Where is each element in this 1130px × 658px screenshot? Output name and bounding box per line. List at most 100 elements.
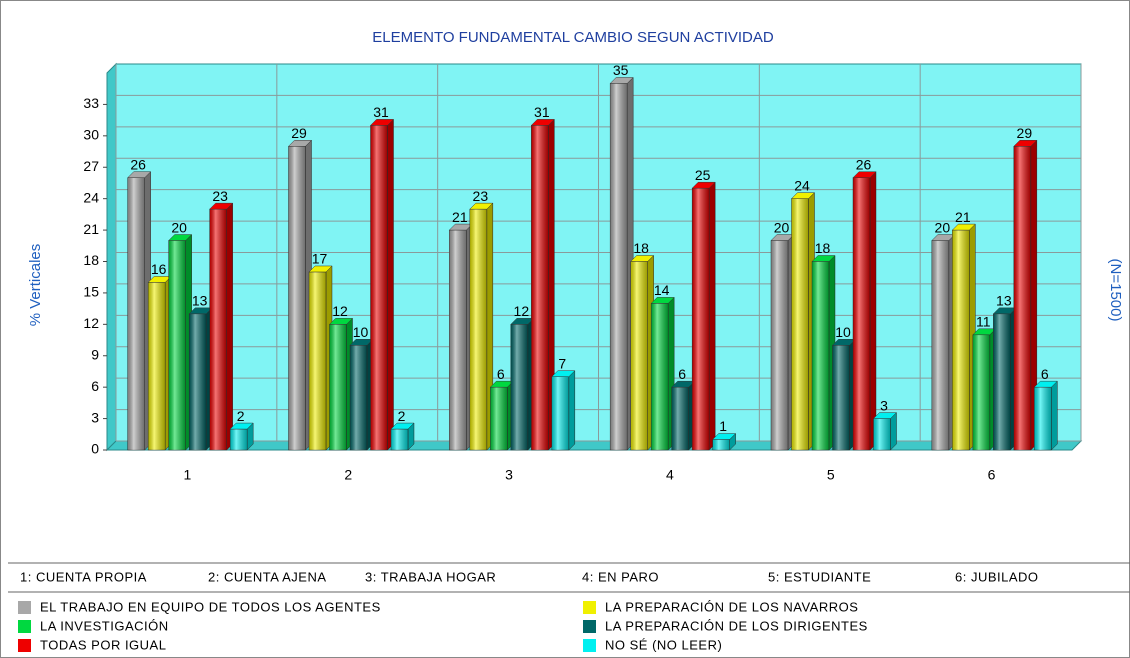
bar-shade [189,313,207,450]
legend-label: LA INVESTIGACIÓN [40,618,169,633]
data-label: 35 [613,62,629,78]
legend-label: NO SÉ (NO LEER) [605,637,722,652]
bar-top [811,255,836,262]
bar-top [650,297,675,304]
bar-top [308,265,333,273]
bar-side-shade [1030,140,1037,451]
bar-side-shade [247,423,254,450]
data-label: 26 [856,156,872,172]
bar-side-shade [226,203,233,450]
bar-top [872,412,898,419]
data-label: 31 [373,104,389,120]
x-tick-label: 4 [666,467,674,483]
data-label: 1 [719,418,727,434]
bar-side-shade [387,119,394,450]
bar-shade [630,261,648,450]
bar-top [852,171,877,178]
category-note: 2: CUENTA AJENA [208,569,327,584]
legend-label: LA PREPARACIÓN DE LOS DIRIGENTES [605,618,868,633]
category-note: 6: JUBILADO [955,569,1039,584]
legend-swatch [583,601,596,614]
legend-swatch [583,639,596,652]
data-label: 13 [996,293,1012,309]
data-label: 23 [473,188,489,204]
bar-shade [209,209,227,450]
category-note: 5: ESTUDIANTE [768,569,871,584]
y-tick-label: 12 [83,315,99,331]
data-label: 11 [976,314,991,330]
data-label: 2 [398,408,406,424]
bar-shade [972,334,990,450]
bar-top [1013,140,1038,147]
bar-side-shade [1051,381,1058,450]
bar-top [127,171,152,178]
legend-label: EL TRABAJO EN EQUIPO DE TODOS LOS AGENTE… [40,599,381,614]
side-wall [106,62,117,452]
data-label: 10 [835,324,851,340]
bar-top [369,119,395,126]
category-note: 3: TRABAJA HOGAR [365,569,496,584]
data-label: 13 [192,293,208,309]
bar-side-shade [408,423,414,450]
bar-shade [449,230,467,450]
legend-swatch [583,620,596,633]
bar-side-shade [709,182,716,450]
bar-shade [651,303,669,450]
y-tick-label: 6 [91,378,99,394]
bar-shade [510,324,528,450]
category-note: 1: CUENTA PROPIA [20,569,147,584]
bar-shade [931,240,949,450]
data-label: 29 [291,125,307,141]
y-tick-label: 33 [83,95,99,111]
y-tick-label: 0 [91,441,99,457]
bar-shade [127,177,145,450]
legend-label: LA PREPARACIÓN DE LOS NAVARROS [605,599,858,614]
legend-swatch [18,620,31,633]
data-label: 18 [815,240,831,256]
bar-top [691,181,716,189]
data-label: 6 [1041,366,1049,382]
bar-shade [853,177,870,450]
bar-side-shade [890,412,897,450]
legend-swatch [18,601,31,614]
data-label: 7 [558,355,566,371]
data-label: 20 [171,219,187,235]
bar-top [609,77,634,84]
bar-shade [288,146,306,451]
data-label: 2 [237,408,245,424]
data-label: 3 [880,397,888,413]
bar-shade [692,188,710,450]
bar-shade [791,198,809,450]
y2-axis-title: (N=1500) [1107,259,1124,322]
bar-shade [329,324,347,450]
bar-top [551,370,576,377]
bar-side-shade [568,370,575,450]
bar-shade [148,282,166,450]
bar-top [951,223,976,231]
bar-shade [1034,387,1052,450]
data-label: 24 [794,177,810,193]
x-tick-label: 2 [344,467,352,483]
legend-swatch [18,639,31,652]
bar-shade [1013,146,1031,451]
data-label: 29 [1017,125,1033,141]
data-label: 18 [633,240,649,256]
bar-shade [350,345,367,450]
y-axis-title: % Verticales [27,244,44,327]
data-label: 6 [678,366,686,382]
y-tick-label: 21 [83,221,99,237]
y-tick-label: 3 [91,409,99,425]
x-tick-label: 3 [505,467,513,483]
bar-top [390,422,415,430]
bar-top [287,140,313,147]
data-label: 21 [955,209,971,225]
data-label: 23 [212,188,228,204]
data-label: 20 [774,219,790,235]
bar-shade [391,429,408,450]
legend-label: TODAS POR IGUAL [40,637,166,652]
bar-shade [551,376,569,450]
bar-shade [610,83,628,450]
bar-shade [230,429,248,450]
chart-title: ELEMENTO FUNDAMENTAL CAMBIO SEGUN ACTIVI… [372,29,774,46]
bar-shade [832,345,850,450]
